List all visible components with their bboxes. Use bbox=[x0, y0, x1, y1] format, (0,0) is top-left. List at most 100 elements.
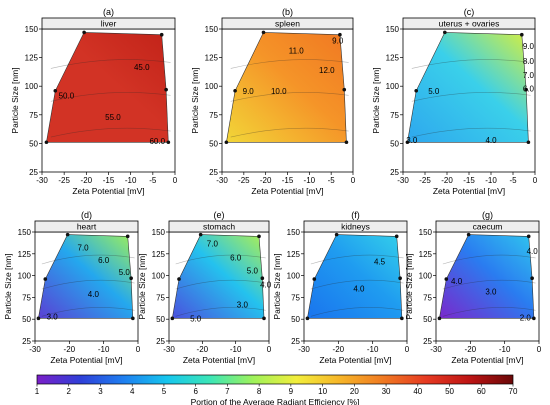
contour-label: 7.0 bbox=[207, 239, 219, 248]
panel-liver: 45.0 50.0 55.0 60.0 liver (a) -30 -25 -20 -15 -10 -… bbox=[10, 7, 178, 196]
sample-point bbox=[53, 88, 58, 93]
colorbar-tick-label: 3 bbox=[98, 387, 103, 396]
y-tick-label: 150 bbox=[25, 25, 39, 34]
contour-label: 12.0 bbox=[319, 66, 335, 75]
sample-point bbox=[82, 30, 86, 35]
sample-point bbox=[177, 277, 181, 281]
colorbar-strip bbox=[36, 374, 514, 385]
contour-label: 4.0 bbox=[527, 247, 539, 256]
x-tick-label: 0 bbox=[405, 345, 410, 354]
x-tick-label: -20 bbox=[197, 345, 209, 354]
x-tick-label: -10 bbox=[485, 176, 497, 185]
y-tick-label: 100 bbox=[205, 82, 219, 91]
sample-point bbox=[159, 32, 164, 37]
panel-label: (b) bbox=[282, 7, 293, 17]
colorbar-tick-label: 60 bbox=[477, 387, 486, 396]
colorbar-tick-label: 6 bbox=[193, 387, 198, 396]
sample-point bbox=[398, 276, 402, 281]
sample-point bbox=[405, 140, 410, 145]
sample-point bbox=[437, 316, 442, 321]
x-tick-label: -30 bbox=[163, 345, 175, 354]
contour-label: 45.0 bbox=[134, 63, 150, 72]
x-axis-label: Zeta Potential [mV] bbox=[183, 355, 255, 365]
contour-label: 3.0 bbox=[237, 300, 249, 309]
sample-point bbox=[65, 232, 70, 237]
x-tick-label: -10 bbox=[98, 345, 110, 354]
contour-line bbox=[442, 279, 536, 290]
sample-point bbox=[532, 316, 536, 321]
panel-title-bar bbox=[41, 17, 176, 30]
colorbar-tick-label: 50 bbox=[445, 387, 454, 396]
y-tick-label: 25 bbox=[291, 337, 300, 346]
x-tick-label: -10 bbox=[304, 176, 316, 185]
x-tick-label: -5 bbox=[509, 176, 517, 185]
x-tick-label: 0 bbox=[267, 345, 272, 354]
y-tick-label: 100 bbox=[25, 82, 39, 91]
contour-label: 8.0 bbox=[523, 57, 535, 66]
x-tick-label: -30 bbox=[298, 345, 310, 354]
contour-label: 5.0 bbox=[428, 87, 440, 96]
y-tick-label: 25 bbox=[29, 168, 38, 177]
y-tick-label: 150 bbox=[419, 228, 433, 237]
sample-point bbox=[520, 32, 524, 37]
contour-line bbox=[175, 279, 266, 290]
contour-line bbox=[230, 127, 349, 138]
contour-label: 4.0 bbox=[88, 290, 100, 299]
x-tick-label: -5 bbox=[149, 176, 157, 185]
y-tick-label: 150 bbox=[386, 25, 400, 34]
panel-title: spleen bbox=[275, 19, 300, 29]
colorbar-tick-label: 8 bbox=[257, 387, 262, 396]
y-tick-label: 50 bbox=[291, 315, 300, 324]
y-tick-label: 50 bbox=[423, 315, 432, 324]
x-tick-label: -20 bbox=[441, 176, 453, 185]
x-tick-label: -30 bbox=[29, 345, 41, 354]
panel-label: (d) bbox=[81, 210, 92, 220]
sample-point bbox=[342, 87, 347, 92]
colorbar-tick-label: 2 bbox=[67, 387, 72, 396]
contour-line bbox=[411, 127, 531, 138]
colorbar-tick-label: 9 bbox=[289, 387, 294, 396]
colorbar-tick-label: 1 bbox=[35, 387, 40, 396]
contour-line bbox=[310, 307, 404, 317]
contour-label: 60.0 bbox=[149, 137, 165, 146]
x-axis-label: Zeta Potential [mV] bbox=[50, 355, 122, 365]
panel-title-bar bbox=[221, 17, 354, 30]
y-tick-label: 25 bbox=[209, 168, 218, 177]
contour-line bbox=[230, 59, 349, 69]
sample-point bbox=[131, 316, 135, 321]
sample-point bbox=[338, 32, 342, 37]
panel-title-bar bbox=[168, 220, 270, 233]
y-tick-label: 75 bbox=[209, 111, 218, 120]
sample-point bbox=[233, 88, 237, 93]
sample-point bbox=[394, 234, 399, 239]
y-tick-label: 75 bbox=[291, 293, 300, 302]
y-tick-label: 125 bbox=[287, 250, 301, 259]
x-axis-label: Zeta Potential [mV] bbox=[451, 355, 523, 365]
contour-line bbox=[41, 279, 135, 290]
contour-line bbox=[442, 307, 536, 317]
panel-title: uterus + ovaries bbox=[439, 19, 500, 29]
contour-label: 4.0 bbox=[485, 136, 497, 145]
contour-line bbox=[442, 254, 536, 265]
sample-point bbox=[444, 277, 449, 281]
y-tick-label: 150 bbox=[205, 25, 219, 34]
y-tick-label: 50 bbox=[390, 139, 399, 148]
contour-line bbox=[310, 279, 404, 290]
x-tick-label: 0 bbox=[533, 176, 538, 185]
sample-point bbox=[466, 232, 471, 237]
y-tick-label: 125 bbox=[386, 54, 400, 63]
x-tick-label: 0 bbox=[136, 345, 141, 354]
panel-label: (f) bbox=[351, 210, 360, 220]
contour-line bbox=[41, 254, 135, 265]
y-axis-label: Particle Size [nm] bbox=[272, 253, 282, 319]
contour-label: 6.0 bbox=[523, 84, 535, 93]
sample-point bbox=[224, 140, 229, 145]
sample-point bbox=[334, 232, 339, 237]
sample-point bbox=[260, 276, 265, 281]
x-axis-label: Zeta Potential [mV] bbox=[72, 186, 144, 196]
y-tick-label: 125 bbox=[25, 54, 39, 63]
panel-title: kidneys bbox=[341, 222, 370, 232]
y-tick-label: 100 bbox=[386, 82, 400, 91]
panel-spleen: 9.0 10.0 11.0 12.0 9.0 spleen (b) -30 -25 -20 -15 -… bbox=[190, 7, 356, 196]
